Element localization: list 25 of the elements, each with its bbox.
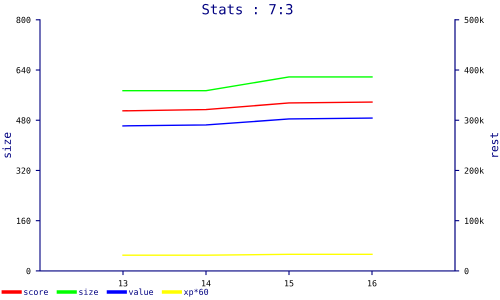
y2-tick-label: 500k: [464, 16, 484, 24]
y2-axis-title: rest: [490, 133, 498, 157]
y-tick-label: 640: [16, 67, 30, 74]
x-tick-label: 15: [284, 280, 294, 286]
y2-tick-label: 300k: [464, 117, 484, 124]
y2-tick-label: 100k: [465, 218, 484, 224]
y2-tick-label: 0: [464, 268, 469, 274]
legend-label: value: [128, 288, 154, 296]
y2-tick-label: 400k: [464, 66, 484, 74]
y-axis-title: size: [2, 132, 11, 158]
y2-tick-label: 200k: [464, 167, 484, 174]
y-tick-label: 160: [16, 218, 30, 224]
line-series: [122, 101, 373, 112]
x-tick-label: 14: [202, 280, 211, 286]
x-tick-label: 13: [118, 280, 128, 286]
chart-title: Stats : 7:3: [202, 4, 292, 14]
x-tick-label: 16: [368, 280, 376, 286]
line-series: [122, 117, 373, 127]
y-tick-label: 480: [16, 117, 30, 124]
legend-label: xp*60: [184, 288, 208, 297]
legend-label: score: [24, 290, 48, 296]
y-tick-label: 800: [16, 16, 30, 24]
y-tick-label: 320: [16, 167, 30, 174]
y-tick-label: 0: [26, 268, 30, 274]
legend-label: size: [79, 288, 98, 296]
